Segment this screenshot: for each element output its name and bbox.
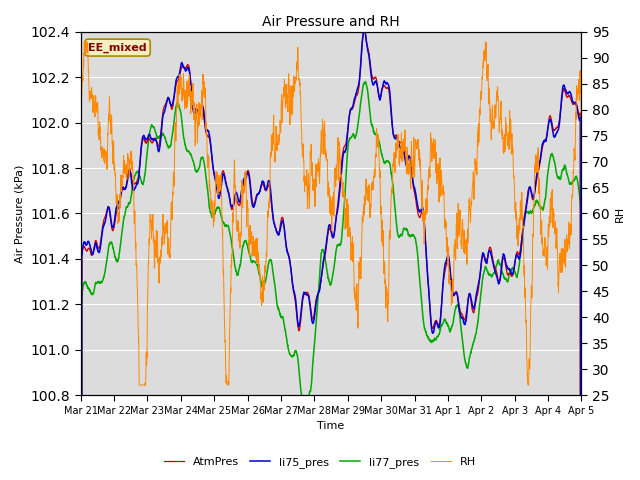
RH — [134, 319, 142, 324]
Text: EE_mixed: EE_mixed — [88, 42, 147, 53]
RH — [291, 81, 299, 86]
Y-axis label: RH: RH — [615, 205, 625, 222]
Line: li77_pres: li77_pres — [81, 82, 581, 480]
li77_pres — [134, 169, 141, 175]
AtmPres — [291, 293, 298, 299]
RH — [164, 251, 172, 257]
X-axis label: Time: Time — [317, 421, 345, 432]
li77_pres — [514, 270, 522, 276]
li75_pres — [134, 180, 141, 186]
li77_pres — [164, 143, 172, 149]
li77_pres — [269, 268, 276, 274]
Line: RH: RH — [81, 42, 581, 385]
li77_pres — [362, 79, 369, 85]
li75_pres — [514, 253, 522, 259]
RH — [568, 194, 576, 200]
Line: AtmPres: AtmPres — [81, 28, 581, 480]
AtmPres — [360, 25, 368, 31]
RH — [269, 141, 277, 147]
RH — [514, 243, 522, 249]
Legend: AtmPres, li75_pres, li77_pres, RH: AtmPres, li75_pres, li77_pres, RH — [160, 452, 480, 472]
Title: Air Pressure and RH: Air Pressure and RH — [262, 15, 400, 29]
AtmPres — [269, 213, 276, 219]
RH — [77, 301, 84, 307]
RH — [135, 382, 143, 388]
li75_pres — [360, 25, 368, 31]
AtmPres — [568, 99, 575, 105]
RH — [81, 39, 88, 45]
AtmPres — [134, 176, 141, 182]
AtmPres — [164, 96, 172, 102]
li77_pres — [568, 180, 575, 186]
li75_pres — [568, 95, 575, 100]
Line: li75_pres: li75_pres — [81, 28, 581, 480]
Y-axis label: Air Pressure (kPa): Air Pressure (kPa) — [15, 164, 25, 263]
AtmPres — [514, 250, 522, 255]
li75_pres — [164, 96, 172, 102]
RH — [577, 212, 585, 218]
li77_pres — [291, 350, 298, 356]
li75_pres — [291, 290, 298, 296]
li75_pres — [269, 211, 276, 216]
